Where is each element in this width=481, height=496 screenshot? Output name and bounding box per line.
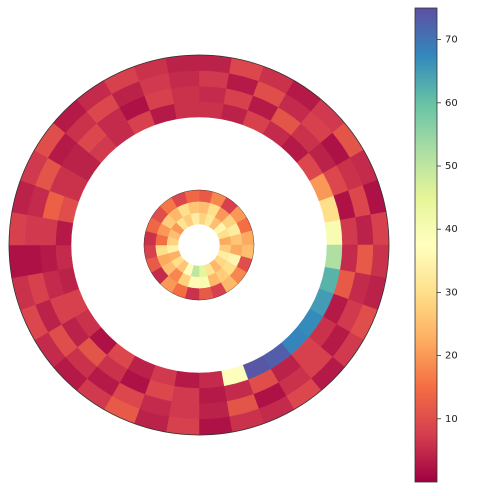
heat-cell [173, 370, 200, 389]
heat-cell [171, 386, 200, 405]
colorbar-tick-label: 20 [445, 351, 458, 362]
colorbar-tick-label: 40 [445, 224, 458, 235]
heat-cell [173, 101, 200, 120]
colorbar-tick-label: 60 [445, 98, 458, 109]
heat-cell [24, 244, 43, 276]
heat-cell [355, 214, 374, 246]
heat-cell [370, 244, 390, 279]
heat-cell [370, 211, 390, 246]
heat-cell [324, 244, 343, 271]
heat-cell [198, 416, 233, 436]
heat-cell [39, 217, 58, 246]
heat-cell [168, 401, 200, 420]
heat-cell [198, 54, 233, 74]
ring-outline [143, 189, 255, 301]
heat-cell [165, 416, 200, 436]
colorbar [414, 7, 438, 483]
heat-cell [198, 85, 227, 104]
heat-cell [340, 217, 359, 246]
heat-cell [165, 54, 200, 74]
colorbar-tick-label: 10 [445, 414, 458, 425]
heat-cell [324, 219, 343, 246]
heat-cell [24, 214, 43, 246]
heat-cell [55, 244, 74, 271]
heat-cell [55, 219, 74, 246]
colorbar-tick-label: 30 [445, 287, 458, 298]
heat-cell [171, 85, 200, 104]
heat-cell [8, 211, 28, 246]
ring-outline [8, 54, 390, 436]
heat-cell [168, 70, 200, 89]
colorbar-tick-label: 70 [445, 35, 458, 46]
heat-cell [340, 244, 359, 273]
heat-cell [355, 244, 374, 276]
heat-cell [198, 386, 227, 405]
colorbar-tick-label: 50 [445, 161, 458, 172]
heat-cell [198, 101, 225, 120]
heat-cell [198, 401, 230, 420]
heat-cell [39, 244, 58, 273]
heat-cell [198, 70, 230, 89]
heat-cell [198, 370, 225, 389]
heat-cell [8, 244, 28, 279]
